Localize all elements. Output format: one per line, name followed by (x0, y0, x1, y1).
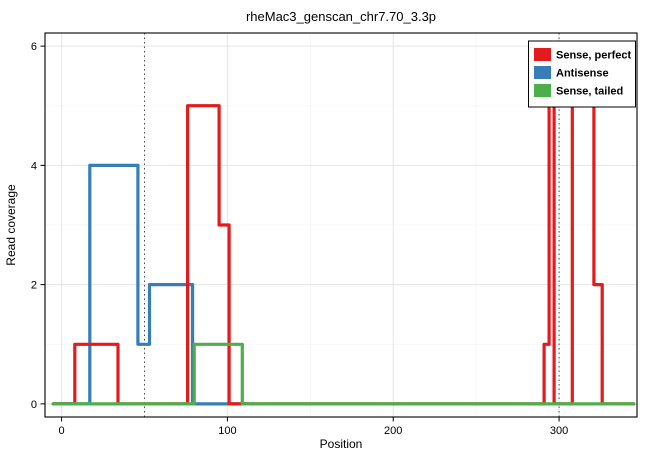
legend-label-sense-tailed: Sense, tailed (556, 86, 623, 98)
y-tick-label-6: 6 (31, 41, 37, 53)
series-line-sense-perfect (51, 44, 636, 406)
y-tick-label-4: 4 (31, 160, 37, 172)
y-tick-label-0: 0 (31, 399, 37, 411)
series-line-antisense (51, 163, 249, 406)
series-line-sense-tailed (51, 342, 636, 406)
x-tick-label-100: 100 (218, 425, 236, 437)
x-tick-label-300: 300 (550, 425, 568, 437)
legend: Sense, perfect Antisense Sense, tailed (528, 40, 636, 108)
y-axis-title: Read coverage (4, 184, 18, 266)
x-axis-title: Position (320, 437, 363, 451)
series-lines (51, 44, 636, 406)
legend-key-sense-tailed (534, 84, 551, 97)
y-tick-label-2: 2 (31, 280, 37, 292)
x-tick-label-0: 0 (59, 425, 65, 437)
chart-title: rheMac3_genscan_chr7.70_3.3p (246, 9, 436, 24)
legend-label-sense-perfect: Sense, perfect (556, 50, 632, 62)
axes: 0 100 200 300 0 2 4 6 (31, 41, 568, 437)
x-tick-label-200: 200 (384, 425, 402, 437)
legend-label-antisense: Antisense (556, 68, 609, 80)
legend-key-antisense (534, 66, 551, 79)
legend-key-sense-perfect (534, 48, 551, 61)
panel-border (44, 32, 638, 418)
